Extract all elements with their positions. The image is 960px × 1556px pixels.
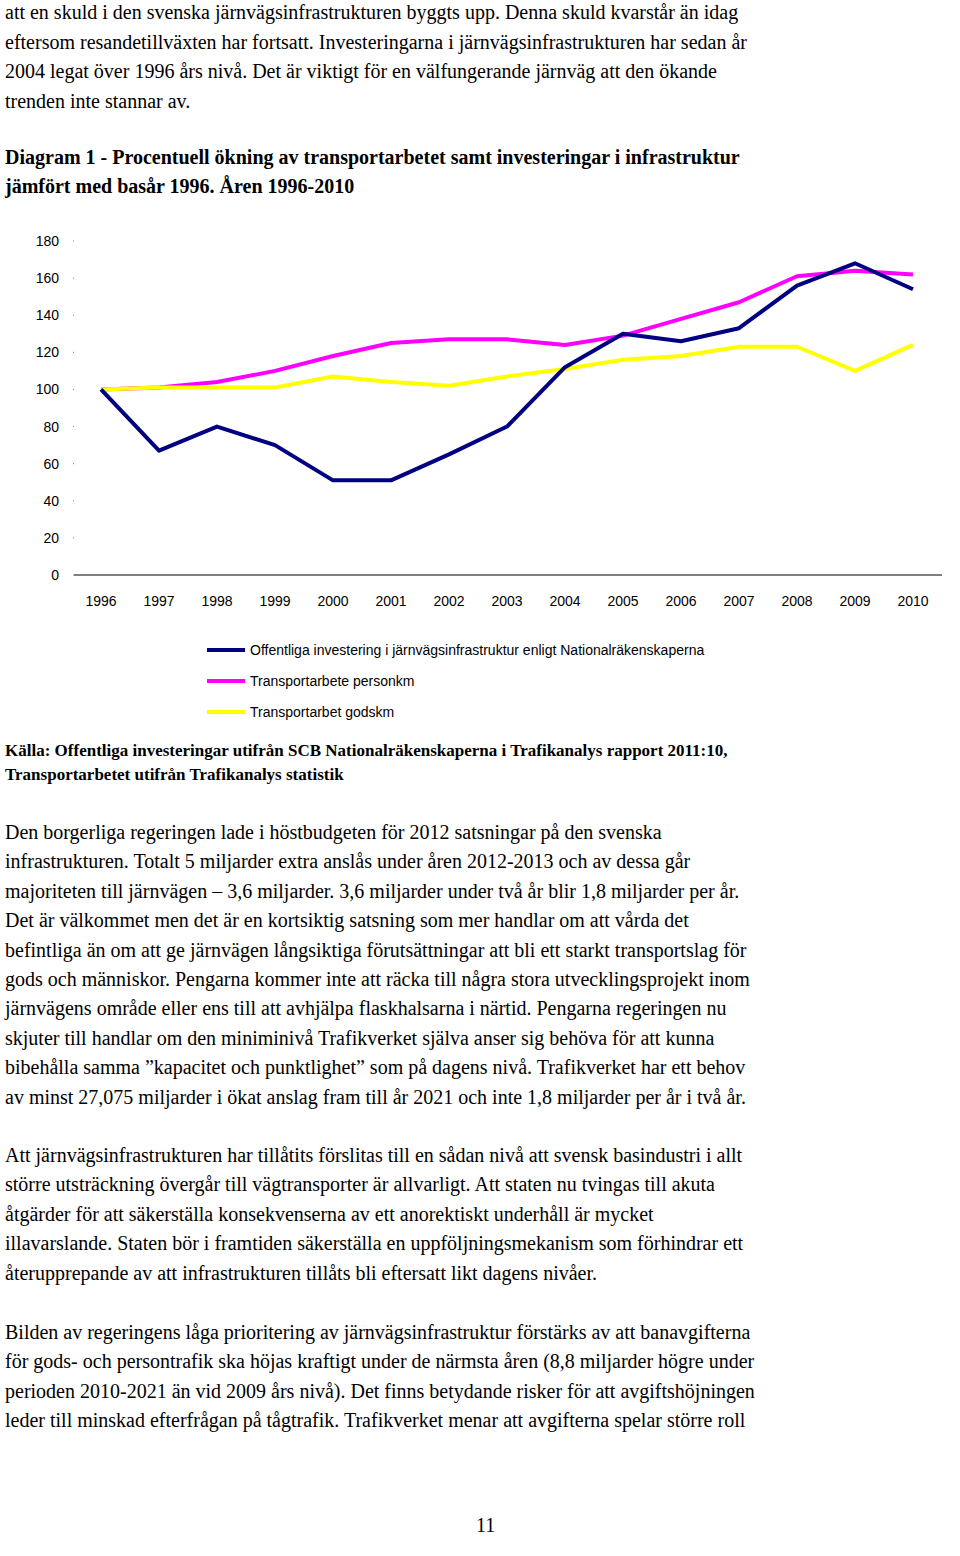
body-line: Den borgerliga regeringen lade i höstbud… bbox=[5, 820, 662, 844]
diagram-heading: jämfört med basår 1996. Åren 1996-2010 bbox=[5, 174, 354, 198]
x-tick-label: 2007 bbox=[723, 593, 754, 609]
body-line: för gods- och persontrafik ska höjas kra… bbox=[5, 1349, 754, 1373]
legend-label: Transportarbete personkm bbox=[250, 673, 414, 689]
x-tick-label: 2001 bbox=[375, 593, 406, 609]
y-tick bbox=[73, 352, 74, 353]
legend-label: Transportarbet godskm bbox=[250, 704, 394, 720]
body-line: Bilden av regeringens låga prioritering … bbox=[5, 1320, 750, 1344]
source-line: Källa: Offentliga investeringar utifrån … bbox=[5, 740, 728, 762]
body-line: majoriteten till järnvägen – 3,6 miljard… bbox=[5, 879, 739, 903]
body-line: befintliga än om att ge järnvägen långsi… bbox=[5, 938, 746, 962]
y-tick bbox=[73, 537, 74, 538]
body-line: infrastrukturen. Totalt 5 miljarder extr… bbox=[5, 849, 690, 873]
body-line: Att järnvägsinfrastrukturen har tillåtit… bbox=[5, 1143, 742, 1167]
x-tick-label: 2004 bbox=[549, 593, 580, 609]
body-line: järnvägens område eller ens till att avh… bbox=[5, 996, 726, 1020]
source-line: Transportarbetet utifrån Trafikanalys st… bbox=[5, 764, 344, 786]
body-line: Det är välkommet men det är en kortsikti… bbox=[5, 908, 689, 932]
y-tick bbox=[73, 389, 74, 390]
y-tick-label: 140 bbox=[36, 307, 60, 323]
y-tick bbox=[73, 500, 74, 501]
x-tick-label: 1998 bbox=[201, 593, 232, 609]
chart: 0 20 40 60 80 100 120 140 160 180 1996 1997 1998 1999… bbox=[0, 0, 960, 740]
y-tick bbox=[73, 463, 74, 464]
x-tick-label: 2008 bbox=[781, 593, 812, 609]
body-line: återupprepande av att infrastrukturen ti… bbox=[5, 1261, 597, 1285]
y-tick-label: 180 bbox=[36, 233, 60, 249]
x-tick-label: 1999 bbox=[259, 593, 290, 609]
body-line: gods och människor. Pengarna kommer inte… bbox=[5, 967, 750, 991]
y-tick-label: 0 bbox=[51, 567, 59, 583]
body-line: 2004 legat över 1996 års nivå. Det är vi… bbox=[5, 59, 717, 83]
body-line: åtgärder för att säkerställa konsekvense… bbox=[5, 1202, 654, 1226]
x-tick-label: 2005 bbox=[607, 593, 638, 609]
y-tick-label: 60 bbox=[43, 456, 59, 472]
x-tick-label: 2003 bbox=[491, 593, 522, 609]
y-tick-label: 100 bbox=[36, 381, 60, 397]
y-tick bbox=[73, 315, 74, 316]
legend-swatch bbox=[207, 679, 245, 683]
y-tick-label: 120 bbox=[36, 344, 60, 360]
series-group bbox=[101, 263, 913, 480]
y-tick-label: 160 bbox=[36, 270, 60, 286]
y-tick-label: 20 bbox=[43, 530, 59, 546]
body-line: skjuter till handlar om den miniminivå T… bbox=[5, 1026, 714, 1050]
diagram-heading: Diagram 1 - Procentuell ökning av transp… bbox=[5, 145, 740, 169]
page-number: 11 bbox=[476, 1513, 495, 1537]
body-line: perioden 2010-2021 än vid 2009 års nivå)… bbox=[5, 1379, 755, 1403]
body-line: illavarslande. Staten bör i framtiden sä… bbox=[5, 1231, 743, 1255]
x-tick-label: 2009 bbox=[839, 593, 870, 609]
x-tick-label: 2010 bbox=[897, 593, 928, 609]
body-line: att en skuld i den svenska järnvägsinfra… bbox=[5, 0, 738, 24]
series-line bbox=[101, 263, 913, 480]
x-tick-label: 2002 bbox=[433, 593, 464, 609]
series-line bbox=[101, 345, 913, 390]
body-line: större utsträckning övergår till vägtran… bbox=[5, 1172, 715, 1196]
body-line: av minst 27,075 miljarder i ökat anslag … bbox=[5, 1085, 746, 1109]
body-line: bibehålla samma ”kapacitet och punktligh… bbox=[5, 1055, 745, 1079]
y-tick bbox=[73, 575, 74, 576]
page: att en skuld i den svenska järnvägsinfra… bbox=[0, 0, 960, 1556]
x-tick-label: 2006 bbox=[665, 593, 696, 609]
x-tick-label: 1996 bbox=[85, 593, 116, 609]
x-tick-label: 2000 bbox=[317, 593, 348, 609]
legend-label: Offentliga investering i järnvägsinfrast… bbox=[250, 642, 704, 658]
x-tick-label: 1997 bbox=[143, 593, 174, 609]
y-tick bbox=[73, 278, 74, 279]
y-tick bbox=[73, 241, 74, 242]
body-line: leder till minskad efterfrågan på tågtra… bbox=[5, 1408, 745, 1432]
y-tick bbox=[73, 426, 74, 427]
legend-swatch bbox=[207, 710, 245, 714]
y-tick-label: 40 bbox=[43, 493, 59, 509]
body-line: eftersom resandetillväxten har fortsatt.… bbox=[5, 30, 747, 54]
y-tick-label: 80 bbox=[43, 419, 59, 435]
legend-swatch bbox=[207, 648, 245, 652]
x-axis bbox=[74, 575, 942, 576]
body-line: trenden inte stannar av. bbox=[5, 89, 190, 113]
